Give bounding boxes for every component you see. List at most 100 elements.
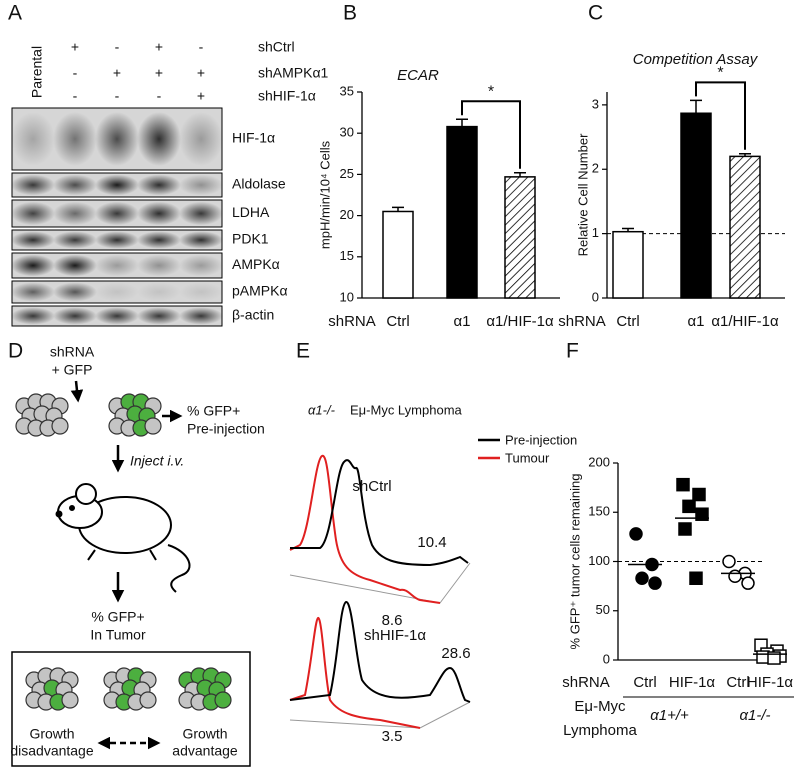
condition-sign: + (113, 65, 121, 81)
significance-label: * (717, 65, 723, 82)
diagram-text: Growth (182, 726, 227, 742)
error-bar (392, 206, 404, 212)
blot-band (95, 231, 139, 249)
y-tick-label: 100 (588, 553, 610, 568)
flow-genotype: α1-/- (308, 402, 336, 417)
cell (61, 691, 79, 709)
diagram-text: shRNA (50, 344, 95, 360)
blot-band (137, 174, 181, 196)
condition-label: shAMPKα1 (258, 65, 329, 81)
blot-band (179, 174, 223, 196)
blot-band (95, 254, 139, 277)
blot-band (11, 254, 55, 277)
data-point (689, 571, 703, 585)
blot-band (53, 201, 97, 226)
percent-tumour: 8.6 (382, 612, 403, 629)
blot-band (11, 282, 55, 302)
diagram: shRNA + GFP % GFP+ Pre-injection Inject … (10, 344, 265, 767)
protein-label: PDK1 (232, 231, 269, 247)
y-tick-label: 25 (340, 166, 354, 181)
x-tick-label: α1 (453, 313, 470, 330)
diagram-text: Inject i.v. (130, 453, 184, 469)
group-label: α1+/+ (650, 707, 689, 724)
blot-band (179, 201, 223, 226)
x-tick-label: HIF-1α (669, 674, 716, 691)
blot-band (95, 112, 139, 166)
histogram-tumour (289, 616, 421, 729)
x-axis-label: shRNA (328, 313, 376, 330)
cell (144, 417, 162, 435)
y-tick-label: 1 (592, 225, 599, 240)
axis (289, 701, 471, 729)
blot-band (179, 307, 223, 325)
blot-band (95, 201, 139, 226)
bar (504, 176, 536, 299)
cell (51, 417, 69, 435)
diagram-text: % GFP+ (187, 403, 240, 419)
blot-band (11, 174, 55, 196)
cell (214, 691, 232, 709)
condition-sign: - (157, 88, 162, 104)
significance-bracket (695, 81, 746, 150)
error-bar (739, 153, 751, 157)
group-label: α1-/- (739, 707, 770, 724)
histogram-pre (289, 600, 471, 703)
blot-band (95, 174, 139, 196)
blot-band (137, 112, 181, 166)
blot-band (179, 231, 223, 249)
blot-band (179, 112, 223, 166)
error-bar (622, 227, 634, 232)
protein-label: AMPKα (232, 256, 280, 272)
diagram-text: In Tumor (90, 627, 146, 643)
mouse (55, 483, 191, 593)
condition-sign: + (197, 88, 205, 104)
blot-band (95, 282, 139, 302)
bar (612, 230, 644, 299)
error-bar (514, 172, 526, 177)
blot-band (11, 112, 55, 166)
protein-label: pAMPKα (232, 283, 288, 299)
x-tick-label: Ctrl (616, 313, 639, 330)
y-axis-label: mpH/min/10⁴ Cells (317, 140, 332, 249)
condition-sign: + (197, 65, 205, 81)
data-point (692, 487, 706, 502)
blot-band (11, 201, 55, 226)
panel-label: C (588, 2, 603, 25)
condition-sign: + (71, 39, 79, 55)
bar (382, 210, 414, 299)
cell (139, 691, 157, 709)
blot-band (137, 282, 181, 302)
y-tick-label: 50 (596, 602, 610, 617)
blot-band (137, 201, 181, 226)
x-axis-label: shRNA (562, 674, 610, 691)
blot-band (137, 254, 181, 277)
y-tick-label: 10 (340, 289, 354, 304)
x-tick-label: α1/HIF-1α (711, 313, 779, 330)
protein-label: LDHA (232, 204, 270, 220)
condition-label: shCtrl (258, 39, 295, 55)
flow-title: Eμ-Myc Lymphoma (350, 402, 463, 417)
condition-sign: - (73, 65, 78, 81)
chart-title: Competition Assay (633, 51, 759, 68)
blot-band (179, 254, 223, 277)
blot-band (53, 307, 97, 325)
data-point (767, 651, 781, 665)
data-point (741, 576, 755, 590)
protein-label: β-actin (232, 307, 274, 323)
percent-pre: 10.4 (417, 534, 446, 551)
data-point (676, 477, 690, 492)
legend-label: Tumour (505, 450, 550, 465)
panel-label: D (8, 340, 23, 363)
y-tick-label: 15 (340, 248, 354, 263)
data-point (695, 507, 709, 521)
condition-label: shHIF-1α (258, 88, 316, 104)
significance-label: * (488, 83, 494, 100)
outcome-box (11, 651, 251, 767)
y-axis-label: Relative Cell Number (575, 133, 590, 256)
blot-band (53, 254, 97, 277)
x-tick-label: Ctrl (633, 674, 656, 691)
western-blot: shCtrl + - + - shAMPKα1 - + + + shHIF-1α - - - + HIF-1α… (11, 39, 329, 327)
diagram-text: advantage (172, 743, 238, 759)
percent-pre: 28.6 (441, 645, 470, 662)
